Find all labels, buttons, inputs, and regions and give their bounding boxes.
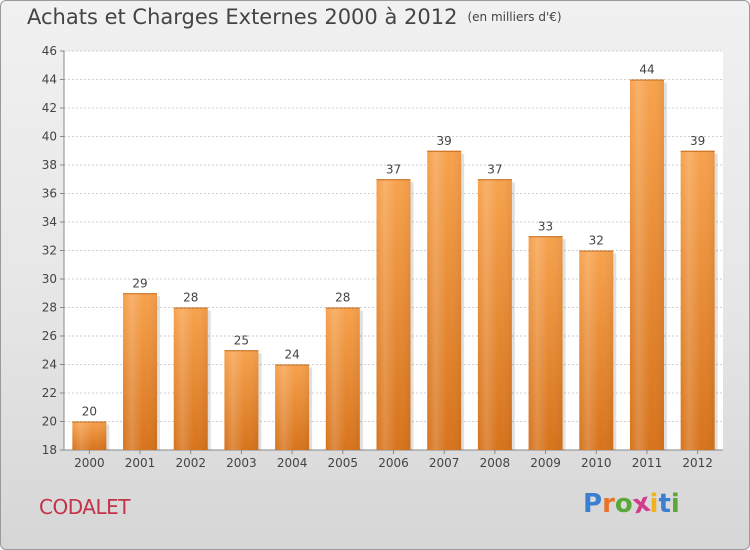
y-tick-label: 32 <box>42 244 57 258</box>
y-tick-label: 42 <box>42 101 57 115</box>
bar-highlight <box>528 236 563 450</box>
proxiti-logo: Proxiti <box>583 488 680 521</box>
x-tick-label: 2003 <box>226 456 257 470</box>
y-tick-label: 36 <box>42 187 57 201</box>
bar-highlight <box>477 179 512 450</box>
plot-area: 18 20 22 24 26 28 30 32 34 36 38 40 42 44 46 20 2000 29 20… <box>42 44 723 470</box>
commune-name: CODALET <box>39 495 130 519</box>
y-tick-label: 46 <box>42 44 57 58</box>
chart-unit-note: (en milliers d'€) <box>467 10 562 24</box>
data-label: 28 <box>335 291 350 305</box>
y-tick-label: 30 <box>42 272 57 286</box>
data-label: 37 <box>487 162 502 176</box>
bar-highlight <box>427 150 462 450</box>
bar-highlight <box>275 364 310 450</box>
bar-highlight <box>224 350 259 450</box>
bar-highlight <box>579 250 614 450</box>
x-tick-label: 2004 <box>277 456 308 470</box>
y-tick-label: 44 <box>42 73 57 87</box>
logo-letter: t <box>658 489 671 519</box>
x-tick-label: 2008 <box>480 456 511 470</box>
bar-highlight <box>680 150 715 450</box>
data-label: 25 <box>234 333 249 347</box>
x-tick-label: 2010 <box>581 456 612 470</box>
data-label: 29 <box>132 276 147 290</box>
bar-highlight <box>325 307 360 450</box>
data-label: 32 <box>589 234 604 248</box>
y-tick-label: 18 <box>42 443 57 457</box>
chart-title-text: Achats et Charges Externes 2000 à 2012 <box>27 5 458 29</box>
logo-letter: i <box>670 489 680 519</box>
x-tick-label: 2009 <box>530 456 561 470</box>
x-tick-label: 2000 <box>74 456 105 470</box>
x-tick-label: 2011 <box>632 456 663 470</box>
x-tick-label: 2012 <box>682 456 713 470</box>
logo-letter: o <box>614 489 633 519</box>
bar-highlight <box>376 179 411 450</box>
data-label: 44 <box>639 63 654 77</box>
bar-highlight <box>123 293 158 450</box>
data-label: 39 <box>437 134 452 148</box>
x-tick-label: 2001 <box>125 456 156 470</box>
chart-title: Achats et Charges Externes 2000 à 2012 (e… <box>27 5 562 29</box>
y-tick-label: 34 <box>42 215 57 229</box>
logo-letter: i <box>649 489 659 519</box>
x-tick-label: 2007 <box>429 456 460 470</box>
data-label: 39 <box>690 134 705 148</box>
data-label: 20 <box>82 405 97 419</box>
y-tick-label: 40 <box>42 130 57 144</box>
x-tick-label: 2005 <box>328 456 359 470</box>
data-label: 37 <box>386 162 401 176</box>
logo-letter: r <box>602 489 615 519</box>
bar-highlight <box>629 79 664 450</box>
y-tick-label: 24 <box>42 358 57 372</box>
y-tick-label: 20 <box>42 415 57 429</box>
data-label: 24 <box>284 348 299 362</box>
logo-letter: P <box>583 489 603 519</box>
bar-highlight <box>173 307 208 450</box>
bar-highlight <box>72 421 107 450</box>
y-tick-label: 22 <box>42 386 57 400</box>
data-label: 28 <box>183 291 198 305</box>
y-tick-label: 28 <box>42 301 57 315</box>
x-tick-label: 2002 <box>175 456 206 470</box>
data-label: 33 <box>538 219 553 233</box>
x-tick-label: 2006 <box>378 456 409 470</box>
y-tick-label: 38 <box>42 158 57 172</box>
y-tick-label: 26 <box>42 329 57 343</box>
